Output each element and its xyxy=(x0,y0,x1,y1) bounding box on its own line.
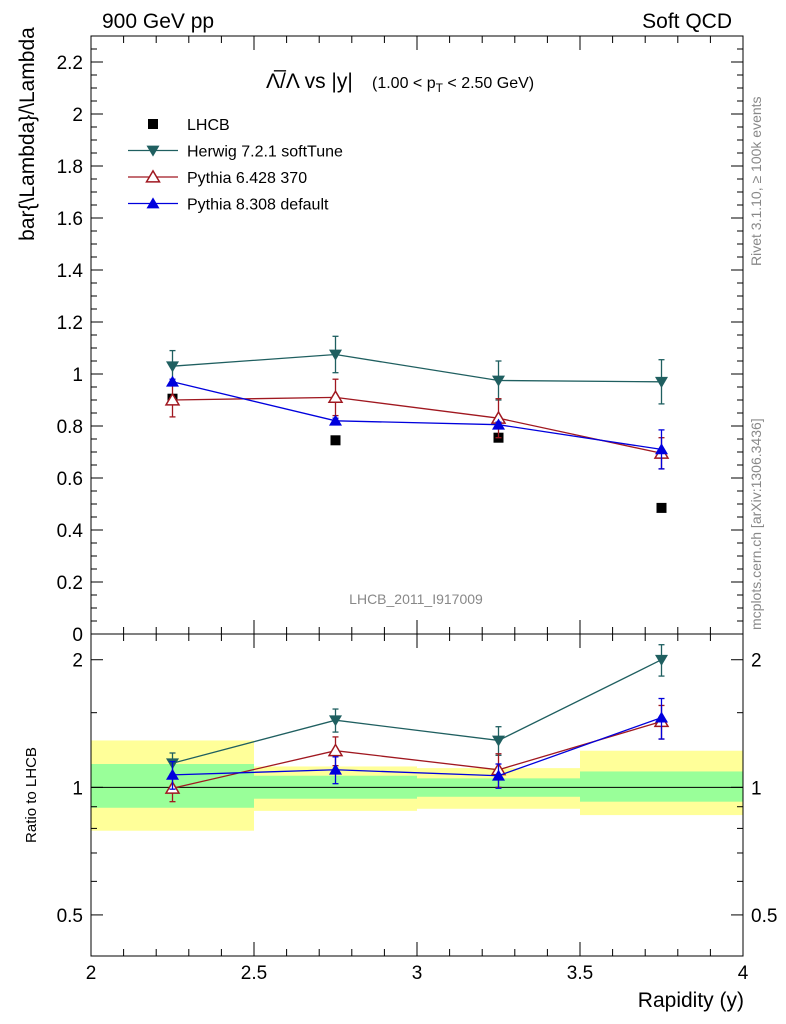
x-tick-label: 4 xyxy=(738,963,749,984)
ratio-y-tick-label: 1 xyxy=(72,778,83,799)
main-point-herwig-7-2-1-softtune xyxy=(655,376,668,388)
ratio-y-tick-label-right: 2 xyxy=(751,651,762,672)
x-axis-label: Rapidity (y) xyxy=(638,989,744,1012)
ratio-y-tick-label-right: 0.5 xyxy=(751,906,777,927)
main-y-axis-label: bar{\Lambda}/\Lambda xyxy=(16,27,39,241)
legend-marker-pythia-8-308-default xyxy=(146,197,160,209)
legend-marker-herwig-7-2-1-softtune xyxy=(146,145,160,157)
ratio-band-green xyxy=(580,771,743,802)
ratio-line-pythia-8-308-default xyxy=(172,717,662,777)
legend-marker-pythia-6-428-370 xyxy=(145,169,161,183)
mcplots-label: mcplots.cern.ch [arXiv:1306.3436] xyxy=(748,418,764,630)
ratio-y-tick-label: 0.5 xyxy=(57,906,83,927)
ratio-point-pythia-8-308-default xyxy=(329,763,342,775)
ratio-point-pythia-8-308-default xyxy=(655,711,668,723)
main-point-herwig-7-2-1-softtune xyxy=(492,375,505,387)
main-point-herwig-7-2-1-softtune xyxy=(329,349,342,361)
main-y-tick-label: 0.2 xyxy=(57,573,83,594)
main-point-pythia-8-308-default xyxy=(492,418,505,430)
header-left: 900 GeV pp xyxy=(102,10,214,33)
main-y-tick-label: 1 xyxy=(72,365,83,386)
ratio-line-herwig-7-2-1-softtune xyxy=(172,659,662,764)
ratio-y-tick-label: 2 xyxy=(72,651,83,672)
rivet-version-label: Rivet 3.1.10, ≥ 100k events xyxy=(748,96,764,266)
main-line-pythia-8-308-default xyxy=(172,381,662,451)
main-series-herwig-7-2-1-softtune xyxy=(166,335,668,405)
chart-title-sub: (1.00 < pT < 2.50 GeV) xyxy=(372,75,534,95)
main-y-tick-label: 0.6 xyxy=(57,469,83,490)
main-y-tick-label: 1.4 xyxy=(57,261,84,282)
main-point-pythia-8-308-default xyxy=(655,443,668,455)
legend-label-pythia-6-428-370: Pythia 6.428 370 xyxy=(187,170,307,187)
x-tick-label: 3 xyxy=(412,963,423,984)
main-line-pythia-6-428-370 xyxy=(172,396,662,454)
main-y-tick-label: 0 xyxy=(72,625,83,646)
ratio-point-pythia-6-428-370 xyxy=(327,743,344,757)
legend-label-lhcb: LHCB xyxy=(187,117,230,134)
main-y-tick-label: 1.6 xyxy=(57,209,83,230)
main-y-tick-label: 2.2 xyxy=(57,53,83,74)
main-point-pythia-8-308-default xyxy=(329,414,342,426)
main-y-tick-label: 0.4 xyxy=(57,521,84,542)
main-point-lhcb xyxy=(656,502,667,513)
x-tick-label: 2.5 xyxy=(241,963,267,984)
header-right: Soft QCD xyxy=(642,10,732,33)
main-line-herwig-7-2-1-softtune xyxy=(172,353,662,383)
legend: LHCB Herwig 7.2.1 softTune Pythia 6.428 37… xyxy=(128,117,343,214)
main-point-pythia-6-428-370 xyxy=(327,389,344,404)
legend-label-pythia-8-308-default: Pythia 8.308 default xyxy=(187,197,329,214)
ratio-series-pythia-8-308-default xyxy=(166,697,668,790)
main-plot-panel: 0 0.2 0.4 0.6 0.8 1 1.2 1.4 1.6 1.8 2 2.2 bar{\Lamb… xyxy=(16,27,744,646)
main-y-tick-label: 1.2 xyxy=(57,313,83,334)
x-tick-label: 2 xyxy=(86,963,97,984)
legend-label-herwig-7-2-1-softtune: Herwig 7.2.1 softTune xyxy=(187,144,343,161)
main-series-pythia-8-308-default xyxy=(166,375,668,470)
ratio-point-pythia-8-308-default xyxy=(492,769,505,781)
main-point-lhcb xyxy=(330,435,341,446)
ratio-point-herwig-7-2-1-softtune xyxy=(655,654,668,666)
main-series-pythia-6-428-370 xyxy=(164,378,670,470)
main-series-lhcb xyxy=(167,393,667,513)
analysis-label: LHCB_2011_I917009 xyxy=(349,591,483,607)
main-point-pythia-6-428-370 xyxy=(164,392,181,406)
ratio-y-tick-label-right: 1 xyxy=(751,778,762,799)
main-y-tick-label: 0.8 xyxy=(57,417,83,438)
chart-title-main: Λ̅/Λ vs |y| xyxy=(266,70,353,93)
main-y-tick-label: 2 xyxy=(72,105,83,126)
ratio-point-herwig-7-2-1-softtune xyxy=(492,735,505,747)
ratio-line-pythia-6-428-370 xyxy=(172,720,662,789)
ratio-y-axis-label: Ratio to LHCB xyxy=(23,747,40,843)
main-point-herwig-7-2-1-softtune xyxy=(166,361,179,373)
x-tick-label: 3.5 xyxy=(567,963,593,984)
ratio-point-herwig-7-2-1-softtune xyxy=(329,715,342,727)
legend-marker-lhcb xyxy=(148,119,158,129)
chart-title: Λ̅/Λ vs |y| (1.00 < pT < 2.50 GeV) xyxy=(266,70,534,95)
ratio-point-pythia-8-308-default xyxy=(166,768,179,780)
main-y-tick-label: 1.8 xyxy=(57,157,83,178)
main-point-pythia-8-308-default xyxy=(166,375,179,387)
ratio-plot-panel: 0.5 0.5 1 1 2 2 2 2.5 3 3.5 4 Ratio to LHCB Rapidi… xyxy=(23,633,777,1012)
